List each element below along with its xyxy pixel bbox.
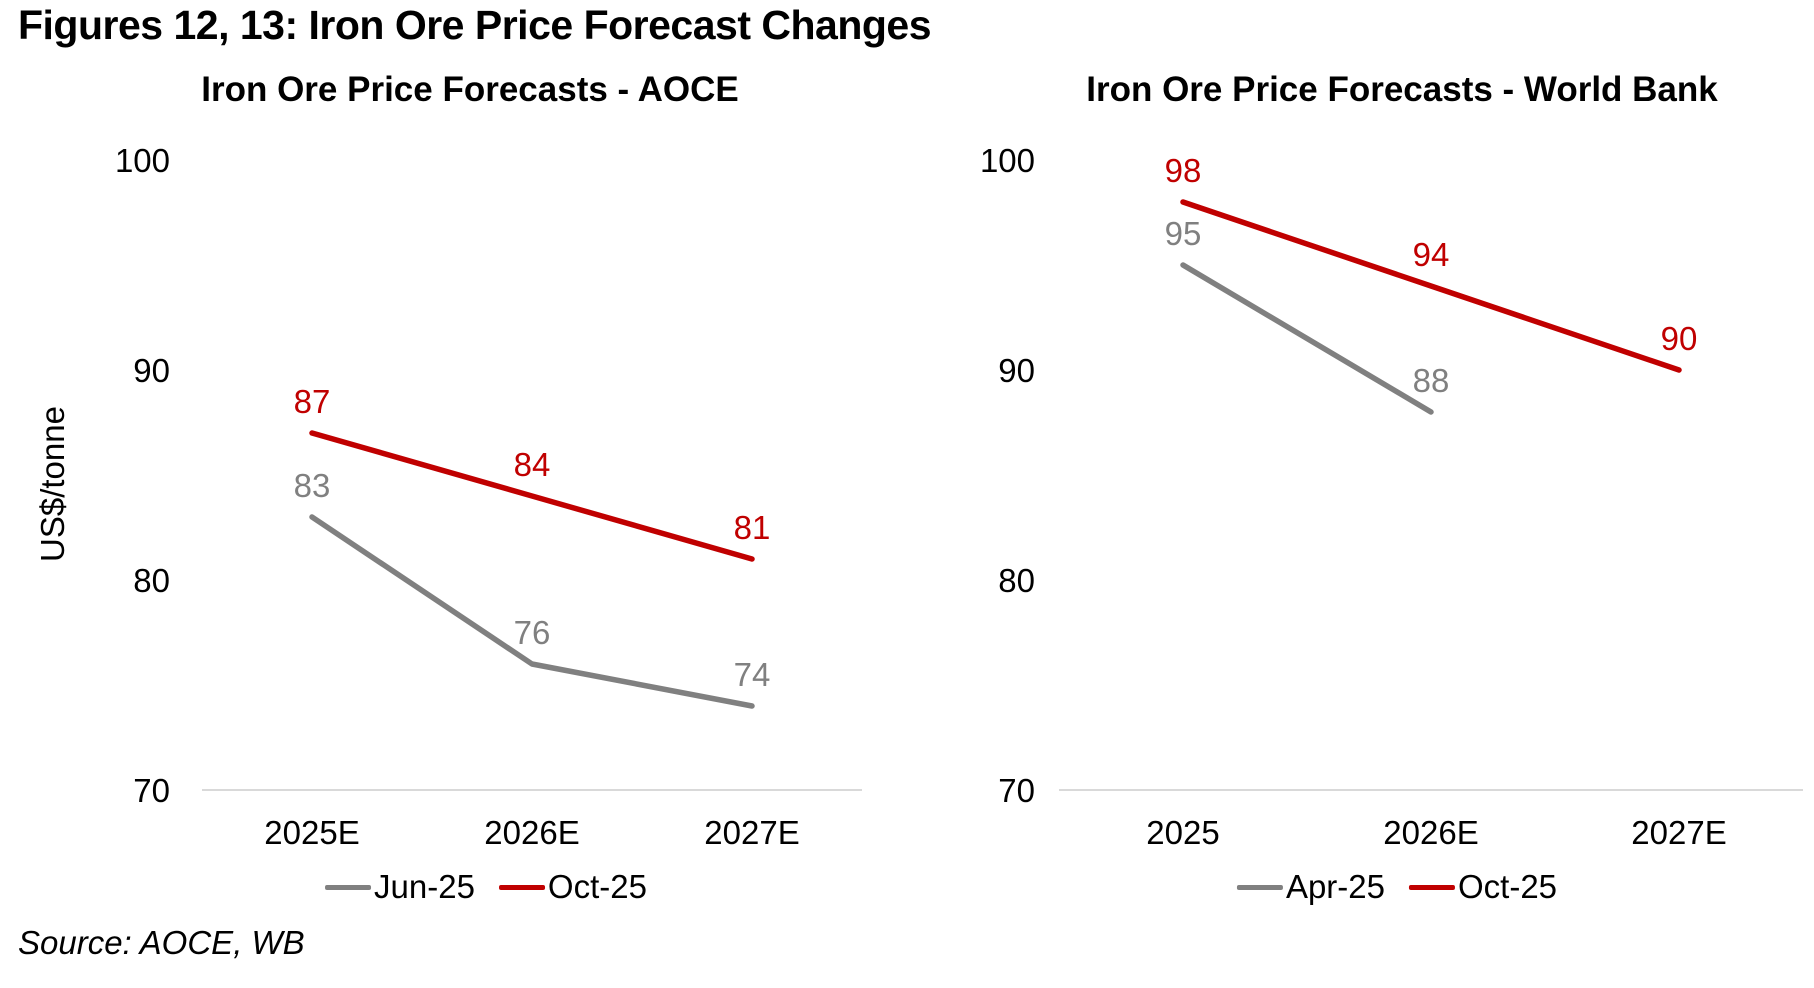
x-axis-label: 2026E [484, 814, 579, 851]
legend-label: Apr-25 [1285, 868, 1386, 905]
y-axis-tick-label: 100 [980, 142, 1035, 179]
x-axis-label: 2025E [264, 814, 359, 851]
data-label: 88 [1413, 362, 1450, 399]
plot-aoce: 100 90 80 70 2025E 2026E 2027E 83 76 74 87 84 81 [115, 142, 862, 851]
y-axis-tick-label: 90 [133, 352, 170, 389]
data-label: 81 [734, 509, 771, 546]
legend-line-swatch [1236, 884, 1283, 890]
series-line-oct-25 [1180, 199, 1682, 373]
legend-aoce: Jun-25 Oct-25 [313, 868, 659, 906]
y-axis-tick-label: 70 [133, 772, 170, 809]
series-line-apr-25 [1180, 262, 1434, 415]
data-label: 83 [294, 467, 331, 504]
legend-label: Jun-25 [374, 868, 475, 905]
source-note: Source: AOCE, WB [18, 924, 305, 961]
data-label: 74 [734, 656, 771, 693]
x-axis-label: 2026E [1383, 814, 1478, 851]
y-axis-tick-label: 100 [115, 142, 170, 179]
x-axis-label: 2025 [1146, 814, 1219, 851]
y-axis-tick-label: 70 [998, 772, 1035, 809]
data-label: 76 [514, 614, 551, 651]
legend-item-apr-25: Apr-25 [1236, 868, 1386, 906]
legend-item-oct-25: Oct-25 [1409, 868, 1557, 906]
data-label: 95 [1165, 215, 1202, 252]
legend-line-swatch [498, 884, 545, 890]
data-label: 90 [1661, 320, 1698, 357]
chart-title-world-bank: Iron Ore Price Forecasts - World Bank [1086, 70, 1718, 109]
data-label: 87 [294, 383, 331, 420]
legend-item-jun-25: Jun-25 [325, 868, 475, 906]
legend-world-bank: Apr-25 Oct-25 [1225, 868, 1569, 906]
series-line-jun-25 [309, 514, 755, 709]
legend-line-swatch [325, 884, 372, 890]
y-axis-tick-label: 90 [998, 352, 1035, 389]
data-label: 98 [1165, 152, 1202, 189]
data-label: 94 [1413, 236, 1450, 273]
plot-world-bank: 100 90 80 70 2025 2026E 2027E 95 88 98 94 90 [980, 142, 1803, 851]
figure-title: Figures 12, 13: Iron Ore Price Forecast … [18, 2, 932, 48]
y-axis-tick-label: 80 [133, 562, 170, 599]
legend-line-swatch [1409, 884, 1456, 890]
x-axis-label: 2027E [1631, 814, 1726, 851]
series-line-oct-25 [309, 430, 755, 562]
legend-label: Oct-25 [1458, 868, 1558, 905]
legend-label: Oct-25 [547, 868, 647, 905]
data-label: 84 [514, 446, 551, 483]
x-axis-label: 2027E [704, 814, 799, 851]
legend-item-oct-25: Oct-25 [498, 868, 647, 906]
chart-title-aoce: Iron Ore Price Forecasts - AOCE [201, 70, 739, 109]
y-axis-tick-label: 80 [998, 562, 1035, 599]
